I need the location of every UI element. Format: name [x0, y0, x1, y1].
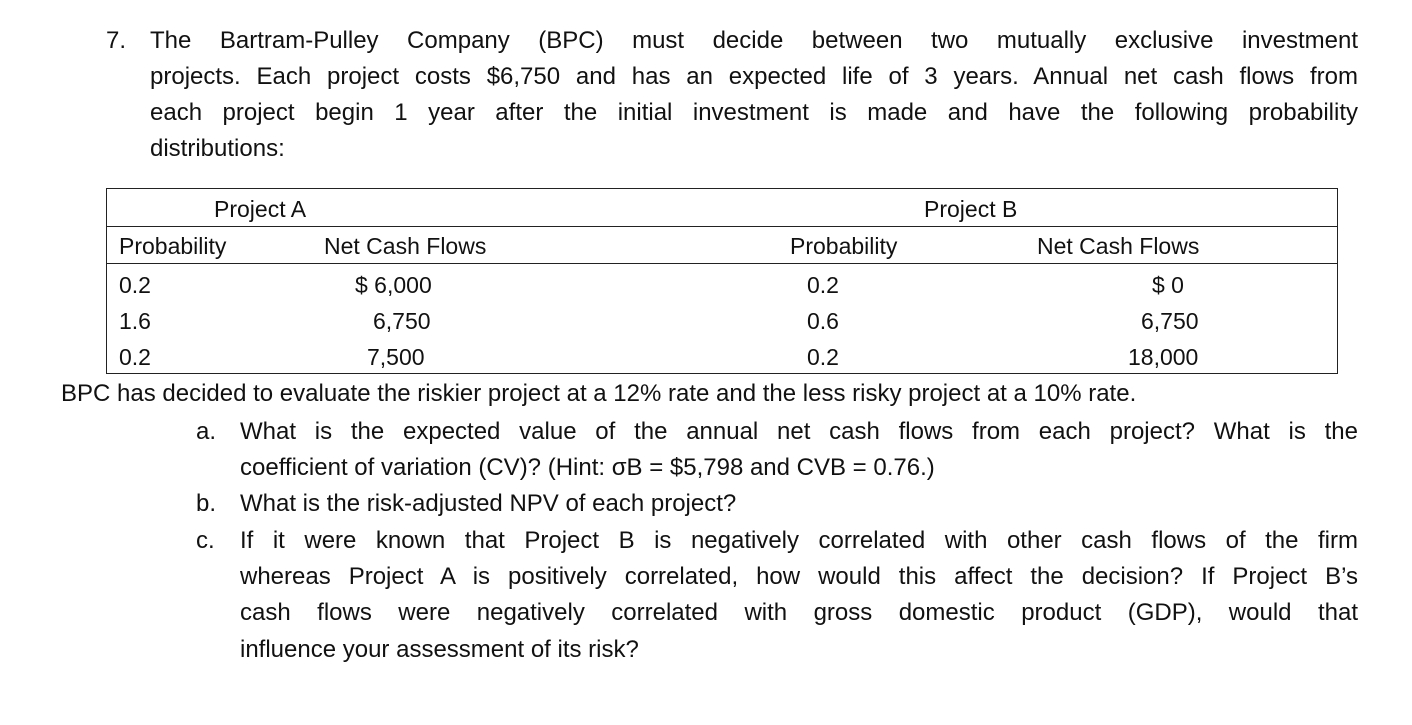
question-text-line-3: each project begin 1 year after the init…: [150, 99, 1358, 126]
subquestion-b-line-1: What is the risk-adjusted NPV of each pr…: [240, 490, 737, 517]
table-divider-columns: [106, 263, 1338, 264]
subquestion-c-letter: c.: [196, 527, 215, 554]
table-row-3-b-cash: 18,000: [1128, 344, 1199, 370]
table-row-1-a-probability: 0.2: [119, 272, 151, 298]
table-row-3-a-probability: 0.2: [119, 344, 151, 370]
probability-table: [106, 188, 1338, 374]
header-a-net-cash-flows: Net Cash Flows: [324, 233, 487, 259]
question-text-line-2: projects. Each project costs $6,750 and …: [150, 63, 1358, 90]
evaluation-statement: BPC has decided to evaluate the riskier …: [61, 380, 1137, 407]
question-number: 7.: [106, 27, 127, 54]
table-row-2-b-cash: 6,750: [1141, 308, 1199, 334]
question-text-line-1: The Bartram-Pulley Company (BPC) must de…: [150, 27, 1358, 54]
table-row-1-b-probability: 0.2: [807, 272, 839, 298]
project-b-title: Project B: [924, 196, 1018, 222]
table-row-3-b-probability: 0.2: [807, 344, 839, 370]
subquestion-b-letter: b.: [196, 490, 217, 517]
header-b-net-cash-flows: Net Cash Flows: [1037, 233, 1200, 259]
question-text-line-4: distributions:: [150, 135, 285, 162]
subquestion-c-line-1: If it were known that Project B is negat…: [240, 527, 1358, 554]
subquestion-a-letter: a.: [196, 418, 217, 445]
header-a-probability: Probability: [119, 233, 227, 259]
table-row-1-b-cash: $ 0: [1152, 272, 1184, 298]
header-b-probability: Probability: [790, 233, 898, 259]
table-row-2-a-probability: 1.6: [119, 308, 151, 334]
table-row-2-a-cash: 6,750: [373, 308, 431, 334]
table-row-3-a-cash: 7,500: [367, 344, 425, 370]
table-row-1-a-cash: $ 6,000: [355, 272, 432, 298]
subquestion-a-line-1: What is the expected value of the annual…: [240, 418, 1358, 445]
subquestion-c-line-3: cash flows were negatively correlated wi…: [240, 599, 1358, 626]
subquestion-c-line-2: whereas Project A is positively correlat…: [240, 563, 1358, 590]
project-a-title: Project A: [214, 196, 307, 222]
subquestion-a-line-2: coefficient of variation (CV)? (Hint: σB…: [240, 454, 935, 481]
table-divider-header: [106, 226, 1338, 227]
table-row-2-b-probability: 0.6: [807, 308, 839, 334]
subquestion-c-line-4: influence your assessment of its risk?: [240, 636, 639, 663]
